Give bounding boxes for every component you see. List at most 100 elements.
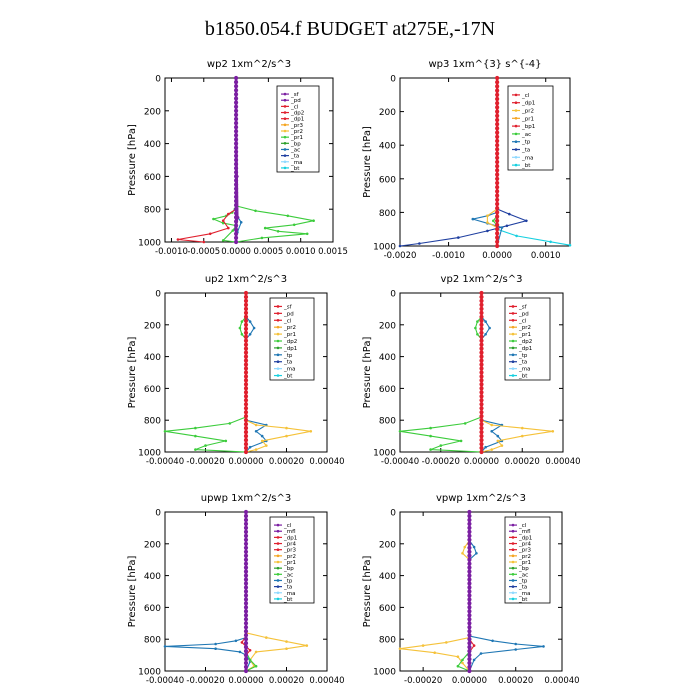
legend-label: _pd	[290, 98, 301, 104]
zero-profile-point	[467, 513, 472, 519]
series-point	[305, 644, 309, 647]
legend-marker	[276, 305, 280, 308]
legend-marker	[283, 160, 287, 164]
series-point	[515, 234, 518, 238]
series-point	[260, 236, 264, 240]
zero-profile-point	[233, 84, 239, 89]
legend-label: _pr2	[518, 554, 531, 560]
legend-marker	[283, 129, 287, 133]
series-point	[254, 650, 258, 654]
legend-marker	[276, 554, 280, 558]
zero-profile-point	[467, 597, 472, 602]
zero-profile-point	[495, 109, 500, 114]
series-point	[194, 448, 197, 451]
series-line	[245, 651, 258, 672]
y-tick-label: 1000	[373, 668, 396, 678]
zero-profile-point	[479, 430, 484, 435]
legend-label: _dp2	[518, 339, 532, 345]
y-tick-label: 600	[144, 173, 161, 183]
zero-profile-point	[479, 410, 484, 415]
zero-profile-point	[243, 294, 249, 300]
zero-profile-point	[243, 641, 249, 646]
series-point	[254, 209, 257, 213]
zero-profile-point	[243, 629, 249, 634]
zero-profile-point	[233, 145, 239, 150]
legend-label: _tp	[518, 578, 528, 584]
series-point	[471, 217, 475, 221]
legend-marker	[514, 124, 518, 128]
x-tick-label: 0.00000	[228, 676, 263, 686]
zero-profile-point	[467, 537, 472, 542]
legend-marker	[276, 597, 280, 601]
series-point	[285, 434, 288, 438]
zero-profile-point	[467, 629, 472, 634]
zero-profile-point	[479, 370, 484, 375]
legend-label: _dp1	[283, 535, 297, 541]
legend-label: _cl	[283, 318, 292, 324]
series-point	[248, 445, 252, 449]
zero-profile-point	[243, 657, 249, 662]
zero-profile-point	[467, 577, 472, 582]
zero-profile-point	[233, 215, 239, 220]
y-tick-label: 400	[379, 572, 396, 582]
legend-marker	[514, 132, 518, 136]
series-point	[248, 320, 252, 323]
zero-profile-point	[233, 239, 239, 245]
zero-profile-point	[495, 185, 500, 190]
series-line	[496, 228, 571, 246]
x-tick-label: 0.00040	[309, 457, 344, 467]
zero-profile-point	[467, 569, 472, 574]
legend-label: _pr1	[521, 116, 534, 122]
zero-profile-point	[467, 541, 472, 546]
y-tick-label: 600	[379, 604, 396, 614]
series-point	[475, 552, 478, 555]
series-point	[459, 439, 463, 443]
legend-label: _bt	[290, 166, 300, 172]
zero-profile-point	[479, 374, 484, 379]
zero-profile-point	[479, 310, 484, 315]
legend-marker	[511, 591, 515, 595]
y-tick-label: 200	[144, 540, 161, 550]
zero-profile-point	[233, 129, 239, 134]
legend-marker	[276, 312, 280, 315]
series-point	[227, 212, 230, 216]
legend-marker	[514, 148, 518, 151]
series-point	[514, 642, 517, 646]
x-tick-label: -0.0010	[155, 247, 188, 257]
zero-profile-point	[467, 609, 472, 614]
legend: _cl _dp1 _pr2_pr1 _bp1 _ac _tp _ta_ma _bt	[507, 85, 554, 171]
series-line	[211, 78, 238, 243]
legend-label: _dp2	[283, 339, 297, 345]
legend-label: _ac	[283, 572, 293, 578]
zero-profile-point	[243, 318, 249, 323]
legend-label: _pr2	[521, 109, 534, 115]
zero-profile-point	[243, 338, 249, 343]
series-point	[285, 426, 288, 430]
series-point	[486, 229, 489, 233]
y-tick-label: 0	[155, 509, 161, 519]
zero-profile-point	[495, 117, 500, 123]
zero-profile-point	[495, 105, 500, 110]
x-tick-label: -0.00040	[381, 457, 419, 467]
zero-profile-point	[243, 334, 249, 339]
x-tick-label: -0.0010	[432, 251, 465, 261]
zero-profile-point	[479, 318, 484, 323]
zero-profile-point	[495, 155, 500, 160]
series-point	[305, 232, 309, 236]
series-point	[505, 224, 509, 228]
series-point	[240, 320, 244, 323]
zero-profile-point	[479, 382, 484, 387]
zero-profile-point	[495, 143, 500, 148]
y-tick-label: 1000	[138, 668, 161, 678]
y-axis-label: Pressure [hPa]	[127, 124, 138, 196]
zero-profile-point	[243, 621, 249, 626]
zero-profile-point	[479, 294, 484, 300]
zero-profile-point	[495, 197, 500, 202]
chart-title: wp2 1xm^2/s^3	[207, 59, 291, 70]
zero-profile-point	[479, 366, 484, 371]
series-point	[429, 448, 432, 451]
zero-profile-point	[233, 137, 239, 142]
legend-label: _pr3	[283, 548, 297, 554]
series-point	[429, 434, 432, 438]
zero-profile-point	[243, 521, 249, 527]
